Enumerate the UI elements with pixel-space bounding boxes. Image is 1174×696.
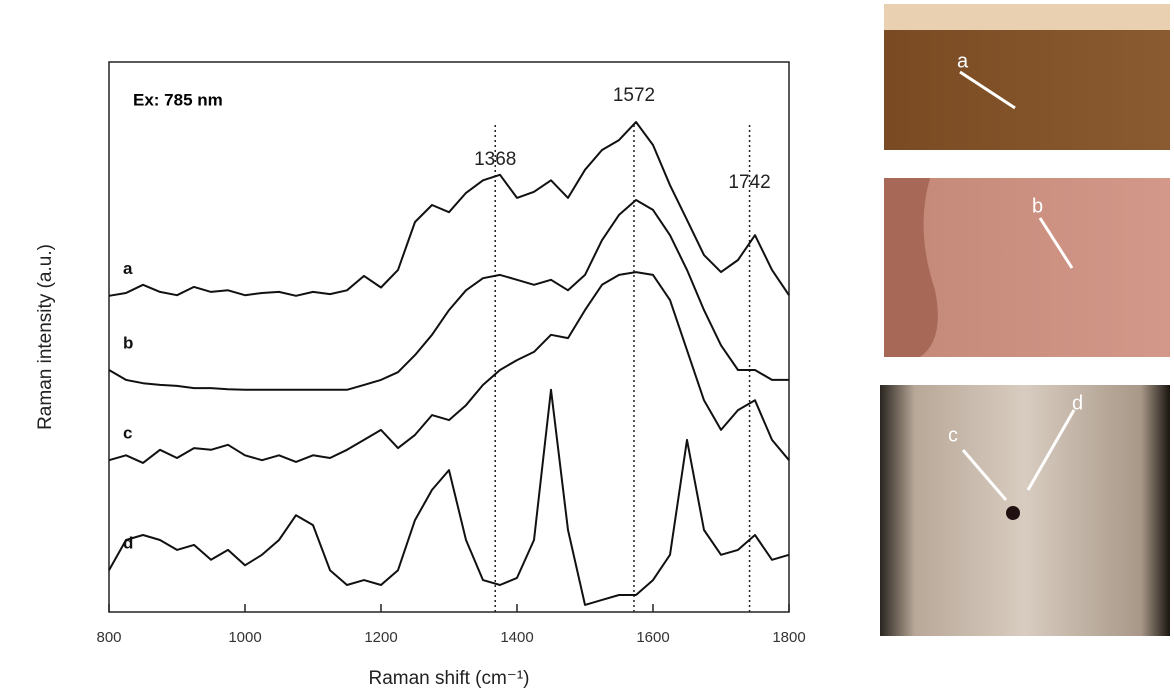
plot-frame	[108, 61, 790, 613]
x-tick-label: 1600	[636, 629, 669, 646]
series-label: a	[123, 259, 133, 278]
lesion	[1006, 506, 1020, 520]
x-tick-label: 800	[96, 629, 121, 646]
spectrum-line	[108, 271, 790, 464]
photo-label: b	[1032, 195, 1043, 217]
peak-label: 1572	[613, 85, 655, 106]
x-tick-label: 1200	[364, 629, 397, 646]
x-axis-title: Raman shift (cm⁻¹)	[369, 668, 530, 689]
peak-label: 1368	[474, 149, 516, 170]
photo-label: a	[957, 50, 969, 72]
photo	[880, 385, 1170, 636]
spectrum-line	[108, 121, 790, 297]
x-tick-label: 1400	[500, 629, 533, 646]
arrow	[961, 449, 1008, 501]
arrow	[1038, 217, 1074, 269]
face-shape	[884, 178, 938, 357]
photo-label: d	[1072, 392, 1083, 414]
arrow	[959, 70, 1016, 110]
y-axis-title: Raman intensity (a.u.)	[35, 244, 56, 430]
series-label: d	[123, 534, 133, 553]
x-tick-label: 1000	[228, 629, 261, 646]
series-label: b	[123, 333, 133, 352]
spectrum-line	[108, 388, 790, 606]
arrow	[1026, 409, 1076, 491]
series-label: c	[123, 424, 132, 443]
peak-label: 1742	[728, 172, 770, 193]
photo-label: c	[948, 424, 958, 446]
spectrum-line	[108, 199, 789, 391]
photo-background	[884, 4, 1170, 30]
inset-label: Ex: 785 nm	[133, 90, 223, 109]
photo-panel	[880, 4, 1170, 636]
x-tick-label: 1800	[772, 629, 805, 646]
